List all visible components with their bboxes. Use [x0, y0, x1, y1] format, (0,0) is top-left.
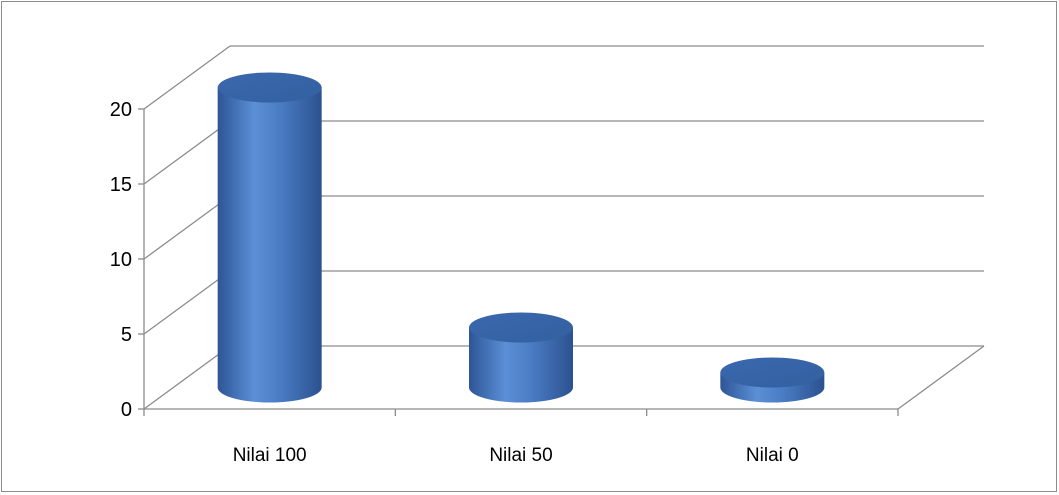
bar-2 [469, 312, 573, 403]
bar-top [720, 357, 825, 388]
side-wall-line [143, 270, 231, 335]
bar-top [469, 312, 573, 343]
side-wall-line [143, 45, 231, 110]
axes [138, 108, 899, 416]
x-category-label: Nilai 0 [746, 445, 799, 466]
x-category-label: Nilai 100 [233, 445, 307, 466]
labels: 0 5 10 15 20 Nilai 100 Nilai 50 Nilai 0 [110, 99, 799, 466]
bar-1 [217, 72, 322, 403]
bar-top [217, 72, 322, 103]
floor-right-edge [897, 345, 985, 410]
side-wall-line [143, 195, 231, 260]
gridlines [143, 45, 985, 410]
bar-body [217, 87, 322, 403]
x-category-label: Nilai 50 [489, 445, 552, 466]
bar-body [469, 327, 573, 403]
y-tick-label: 5 [121, 324, 132, 346]
y-tick-label: 15 [110, 174, 132, 196]
y-tick-label: 0 [121, 399, 132, 421]
y-tick-label: 10 [110, 249, 132, 271]
side-wall-line [143, 345, 231, 410]
bars [217, 72, 825, 403]
bar-3 [720, 357, 825, 403]
y-tick-label: 20 [110, 99, 132, 121]
side-wall-line [143, 120, 231, 185]
